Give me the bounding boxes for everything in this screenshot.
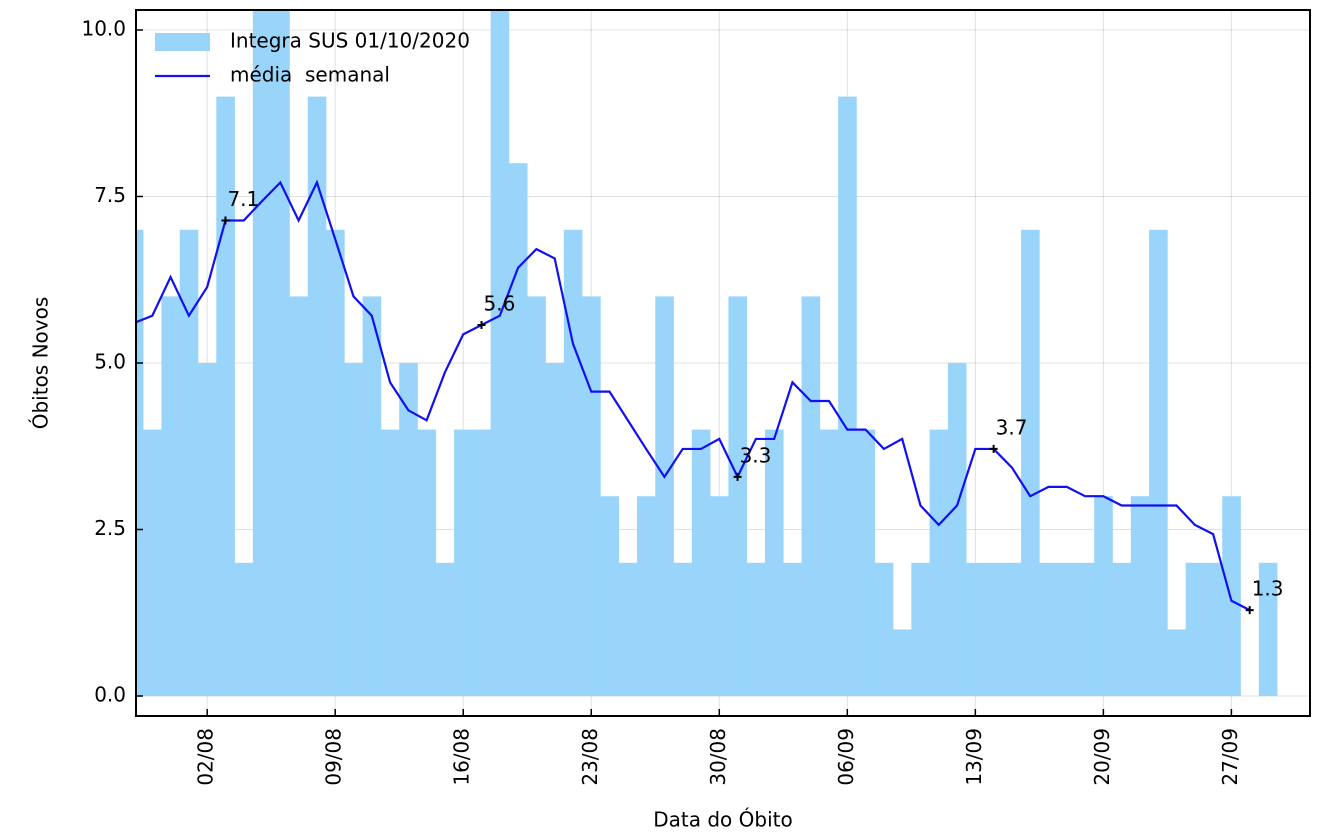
bar (1222, 496, 1241, 697)
bar (435, 562, 455, 697)
bar (136, 229, 144, 697)
bar (618, 562, 638, 697)
y-tick-label: 2.5 (94, 516, 126, 540)
bar (1094, 496, 1113, 697)
bar (600, 496, 619, 697)
y-tick-label: 7.5 (94, 183, 126, 207)
bar (893, 629, 912, 697)
bar (636, 496, 656, 697)
bar (307, 96, 327, 697)
line (136, 179, 1251, 612)
annotation: 7.1 (227, 187, 259, 211)
bar (1149, 229, 1168, 697)
x-tick-label: 09/08 (322, 728, 346, 786)
y-tick-label: 10.0 (81, 16, 126, 40)
bar (947, 363, 967, 697)
x-axis-label: Data do Óbito (653, 808, 792, 832)
annotation-marker (733, 472, 742, 481)
bar (143, 429, 162, 697)
annotation-marker (1245, 606, 1254, 615)
bar (289, 296, 309, 697)
x-tick-label: 16/08 (450, 728, 474, 786)
bar (161, 296, 181, 697)
bar (454, 429, 473, 697)
bar (1075, 562, 1095, 697)
y-tick-label: 0.0 (94, 683, 126, 707)
axes: 0.0 2.5 5.0 7.5 10.0 02/08 09/08 16/08 23/08 30/0… (81, 16, 1241, 785)
bar (582, 296, 601, 697)
x-tick-label: 30/08 (706, 728, 730, 786)
plot-area (136, 10, 1278, 697)
bar (344, 363, 363, 697)
bar (1112, 562, 1132, 697)
x-tick-label: 13/09 (962, 728, 986, 786)
annotation: 1.3 (1252, 577, 1284, 601)
bar (765, 429, 784, 697)
bar (252, 10, 272, 697)
bar (490, 10, 510, 697)
bar (1258, 562, 1278, 697)
bar (966, 562, 985, 697)
bar (673, 562, 693, 697)
bar (1185, 562, 1205, 697)
bar (545, 363, 565, 697)
y-axis-label: Óbitos Novos (29, 297, 53, 430)
x-tick-label: 23/08 (578, 728, 602, 786)
x-tick-label: 06/09 (834, 728, 858, 786)
bar (508, 163, 528, 697)
bar (1167, 629, 1186, 697)
legend-label: média semanal (230, 63, 390, 87)
bar (216, 96, 235, 697)
bar (819, 429, 839, 697)
bar (838, 96, 857, 697)
annotation-marker (477, 321, 486, 330)
x-tick-label: 02/08 (194, 728, 218, 786)
bar (380, 429, 400, 697)
annotation: 5.6 (484, 292, 516, 316)
bar (179, 229, 199, 697)
y-tick-label: 5.0 (94, 350, 126, 374)
bar (655, 296, 674, 697)
bar (1002, 562, 1022, 697)
bar (1039, 562, 1058, 697)
bar (783, 562, 802, 697)
bar (1203, 562, 1223, 697)
bar (399, 363, 418, 697)
bar (691, 429, 711, 697)
annotation: 3.3 (740, 443, 772, 467)
legend-swatch (155, 33, 210, 51)
bar (417, 429, 437, 697)
x-tick-label: 20/09 (1090, 728, 1114, 786)
bar (710, 496, 729, 697)
annotation: 3.7 (996, 415, 1028, 439)
legend-label: Integra SUS 01/10/2020 (230, 29, 470, 53)
bar (984, 562, 1004, 697)
x-tick-label: 27/09 (1218, 728, 1242, 786)
bar (874, 562, 894, 697)
legend: Integra SUS 01/10/2020 média semanal (155, 29, 470, 87)
bar (271, 10, 290, 697)
bar (362, 296, 382, 697)
bar (1057, 562, 1077, 697)
bar (929, 429, 949, 697)
bar (801, 296, 821, 697)
bar (746, 562, 766, 697)
bar (326, 229, 345, 697)
bar (234, 562, 254, 697)
bar (911, 562, 930, 697)
bar (1021, 229, 1040, 697)
bar (728, 296, 748, 697)
annotation-marker (989, 444, 998, 453)
bar (198, 363, 217, 697)
bar (472, 429, 491, 697)
annotation-marker (221, 216, 230, 225)
bar (856, 429, 876, 697)
bar (563, 229, 583, 697)
bar (1130, 496, 1150, 697)
bar (527, 296, 546, 697)
